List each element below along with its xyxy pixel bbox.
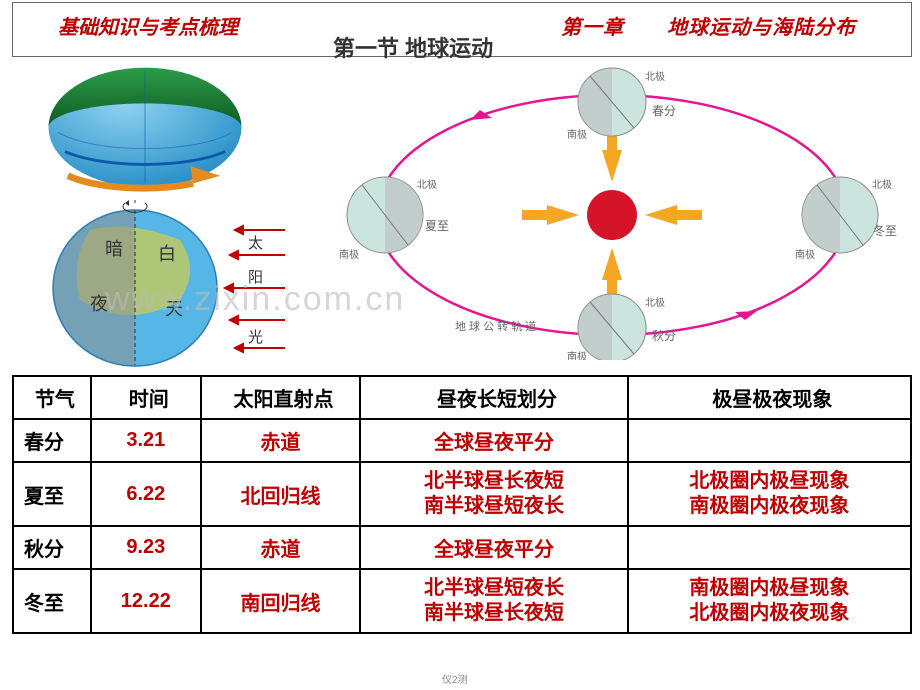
cell-ty: 南回归线 xyxy=(201,569,361,633)
chapter-title: 地球运动与海陆分布 xyxy=(667,17,856,39)
cell-sj: 9.23 xyxy=(91,526,201,569)
cell-zy: 北半球昼短夜长南半球昼长夜短 xyxy=(360,569,627,633)
cell-jq: 秋分 xyxy=(13,526,91,569)
th-zhouye: 昼夜长短划分 xyxy=(360,376,627,419)
table-row: 春分 3.21 赤道 全球昼夜平分 xyxy=(13,419,911,462)
svg-text:北极: 北极 xyxy=(645,296,665,309)
th-jieqi: 节气 xyxy=(13,376,91,419)
cell-sj: 12.22 xyxy=(91,569,201,633)
cell-sj: 6.22 xyxy=(91,462,201,526)
orbit-globe-right: 北极 南极 冬至 xyxy=(795,177,897,261)
rotation-globe-diagram xyxy=(30,60,260,195)
label-an: 暗 xyxy=(105,239,123,259)
cell-ty: 赤道 xyxy=(201,526,361,569)
svg-text:北极: 北极 xyxy=(872,178,892,191)
svg-text:冬至: 冬至 xyxy=(873,223,897,238)
label-tian: 天 xyxy=(165,299,183,319)
table-row: 夏至 6.22 北回归线 北半球昼长夜短南半球昼短夜长 北极圈内极昼现象南极圈内… xyxy=(13,462,911,526)
chapter-label: 第一章 xyxy=(561,17,624,39)
cell-sj: 3.21 xyxy=(91,419,201,462)
solar-terms-table: 节气 时间 太阳直射点 昼夜长短划分 极昼极夜现象 春分 3.21 赤道 全球昼… xyxy=(12,375,912,634)
footer-note: 仪2测 xyxy=(442,671,468,686)
svg-text:地 球 公 转 轨 道: 地 球 公 转 轨 道 xyxy=(455,319,536,333)
svg-text:北极: 北极 xyxy=(645,70,665,83)
cell-jz xyxy=(628,526,911,569)
day-night-globe-diagram: 暗 白 夜 天 太 阳 光 xyxy=(30,200,290,370)
table-row: 冬至 12.22 南回归线 北半球昼短夜长南半球昼长夜短 南极圈内极昼现象北极圈… xyxy=(13,569,911,633)
table-row: 秋分 9.23 赤道 全球昼夜平分 xyxy=(13,526,911,569)
cell-jq: 春分 xyxy=(13,419,91,462)
orbit-diagram: 北极 南极 春分 北极 南极 秋分 北极 南极 夏至 北极 南极 冬至 地 球 … xyxy=(325,60,900,360)
svg-text:秋分: 秋分 xyxy=(652,329,676,343)
th-shijian: 时间 xyxy=(91,376,201,419)
cell-ty: 北回归线 xyxy=(201,462,361,526)
header-center: 第一节 地球运动 xyxy=(333,31,493,63)
th-jizhou: 极昼极夜现象 xyxy=(628,376,911,419)
label-ye: 夜 xyxy=(90,294,108,314)
svg-text:南极: 南极 xyxy=(567,128,587,141)
th-taiyang: 太阳直射点 xyxy=(201,376,361,419)
header-right: 第一章 地球运动与海陆分布 xyxy=(561,11,856,40)
header-box: 基础知识与考点梳理 第一节 地球运动 第一章 地球运动与海陆分布 xyxy=(12,2,912,57)
cell-ty: 赤道 xyxy=(201,419,361,462)
table-header-row: 节气 时间 太阳直射点 昼夜长短划分 极昼极夜现象 xyxy=(13,376,911,419)
orbit-globe-bottom: 北极 南极 秋分 xyxy=(567,294,676,360)
svg-text:春分: 春分 xyxy=(652,104,676,118)
header-left: 基础知识与考点梳理 xyxy=(58,11,238,40)
cell-zy: 全球昼夜平分 xyxy=(360,419,627,462)
label-tai: 太 xyxy=(248,235,263,252)
svg-text:夏至: 夏至 xyxy=(425,219,449,233)
svg-text:南极: 南极 xyxy=(339,248,359,261)
label-guang: 光 xyxy=(248,329,263,346)
orbit-globe-top: 北极 南极 春分 xyxy=(567,68,676,141)
svg-text:南极: 南极 xyxy=(795,248,815,261)
cell-zy: 全球昼夜平分 xyxy=(360,526,627,569)
svg-text:北极: 北极 xyxy=(417,178,437,191)
orbit-globe-left: 北极 南极 夏至 xyxy=(339,177,449,261)
cell-jz: 南极圈内极昼现象北极圈内极夜现象 xyxy=(628,569,911,633)
label-yang: 阳 xyxy=(248,269,263,286)
cell-jq: 夏至 xyxy=(13,462,91,526)
cell-jz: 北极圈内极昼现象南极圈内极夜现象 xyxy=(628,462,911,526)
svg-text:南极: 南极 xyxy=(567,350,587,360)
cell-zy: 北半球昼长夜短南半球昼短夜长 xyxy=(360,462,627,526)
cell-jz xyxy=(628,419,911,462)
label-bai: 白 xyxy=(158,244,176,264)
cell-jq: 冬至 xyxy=(13,569,91,633)
